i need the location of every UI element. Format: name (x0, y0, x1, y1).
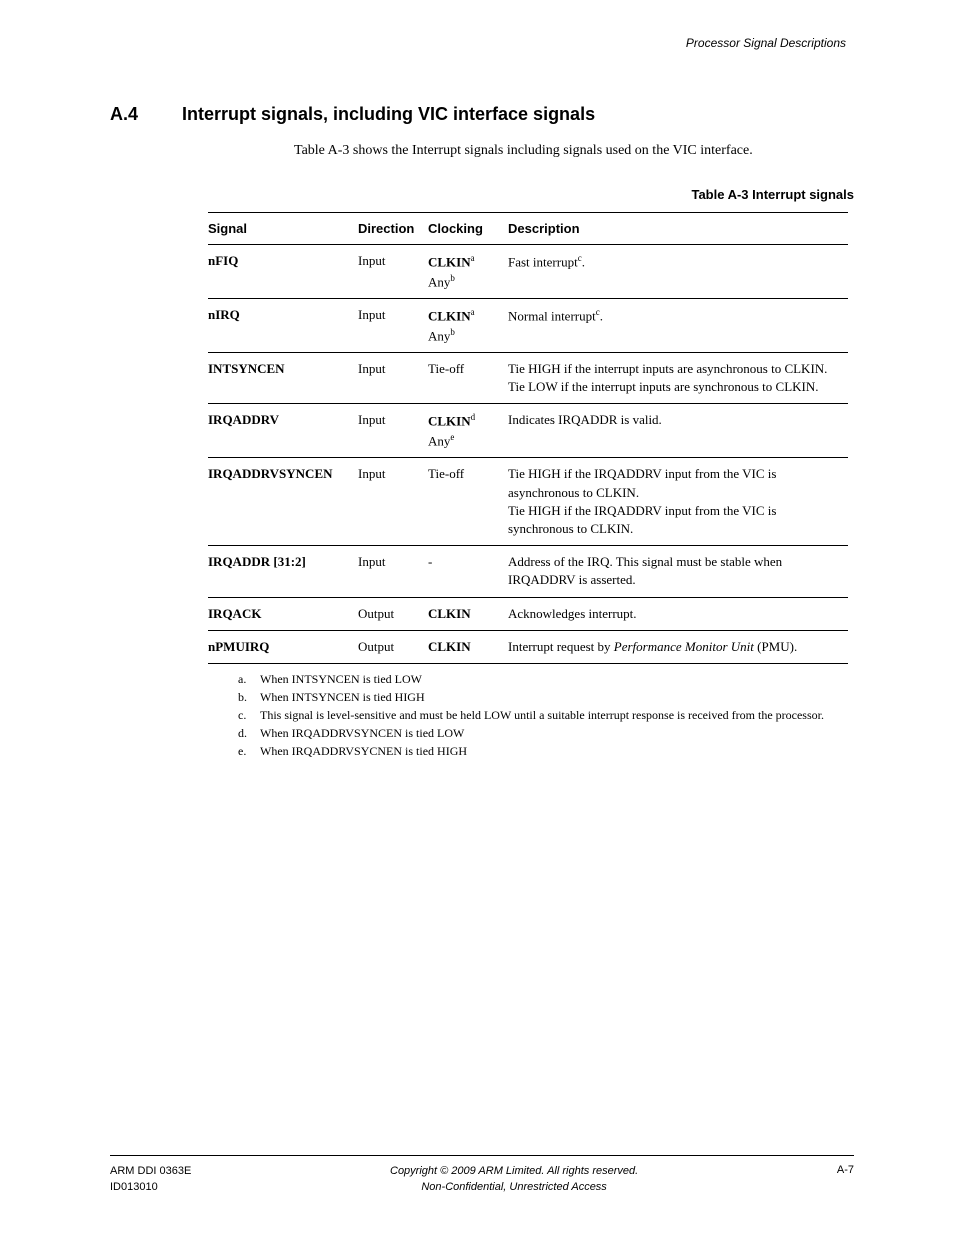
footer-doc-id2: ID013010 (110, 1181, 158, 1193)
table-row: nPMUIRQOutputCLKINInterrupt request by P… (208, 630, 848, 663)
signal-name: nFIQ (208, 245, 358, 299)
signal-name: nPMUIRQ (208, 630, 358, 663)
footnote: b.When INTSYNCEN is tied HIGH (238, 688, 854, 706)
table-footnotes: a.When INTSYNCEN is tied LOWb.When INTSY… (238, 670, 854, 760)
footer-center: Copyright © 2009 ARM Limited. All rights… (390, 1164, 638, 1195)
footnote: a.When INTSYNCEN is tied LOW (238, 670, 854, 688)
footnote-text: This signal is level-sensitive and must … (260, 706, 824, 724)
signal-description: Normal interruptc. (508, 299, 848, 353)
page-footer: ARM DDI 0363E ID013010 Copyright © 2009 … (110, 1155, 854, 1195)
interrupt-signals-table: Signal Direction Clocking Description nF… (208, 212, 848, 664)
footnote-mark: c. (238, 706, 260, 724)
footnote-mark: b. (238, 688, 260, 706)
signal-direction: Input (358, 546, 428, 597)
table-row: nFIQInputCLKINaAnybFast interruptc. (208, 245, 848, 299)
table-header-row: Signal Direction Clocking Description (208, 213, 848, 245)
footer-copyright: Copyright © 2009 ARM Limited. All rights… (390, 1165, 638, 1177)
col-clocking-header: Clocking (428, 213, 508, 245)
table-row: IRQACKOutputCLKINAcknowledges interrupt. (208, 597, 848, 630)
signal-direction: Input (358, 404, 428, 458)
table-row: IRQADDRVSYNCENInputTie-offTie HIGH if th… (208, 458, 848, 546)
signal-clocking: Tie-off (428, 353, 508, 404)
signal-description: Tie HIGH if the IRQADDRV input from the … (508, 458, 848, 546)
footer-left: ARM DDI 0363E ID013010 (110, 1164, 191, 1195)
signal-description: Tie HIGH if the interrupt inputs are asy… (508, 353, 848, 404)
footer-classification: Non-Confidential, Unrestricted Access (421, 1181, 606, 1193)
footnote-text: When INTSYNCEN is tied LOW (260, 670, 422, 688)
signal-clocking: CLKINaAnyb (428, 245, 508, 299)
signal-name: IRQACK (208, 597, 358, 630)
footnote: d.When IRQADDRVSYNCEN is tied LOW (238, 724, 854, 742)
signal-clocking: CLKIN (428, 630, 508, 663)
signal-direction: Input (358, 458, 428, 546)
col-direction-header: Direction (358, 213, 428, 245)
signal-description: Indicates IRQADDR is valid. (508, 404, 848, 458)
signal-description: Fast interruptc. (508, 245, 848, 299)
footnote-mark: a. (238, 670, 260, 688)
section-heading: A.4 Interrupt signals, including VIC int… (110, 104, 854, 125)
intro-paragraph: Table A-3 shows the Interrupt signals in… (294, 143, 854, 159)
signal-direction: Input (358, 353, 428, 404)
table-row: IRQADDR [31:2]Input-Address of the IRQ. … (208, 546, 848, 597)
footnote-text: When INTSYNCEN is tied HIGH (260, 688, 425, 706)
signal-direction: Input (358, 245, 428, 299)
col-signal-header: Signal (208, 213, 358, 245)
signal-name: IRQADDRVSYNCEN (208, 458, 358, 546)
signal-clocking: Tie-off (428, 458, 508, 546)
table-row: INTSYNCENInputTie-offTie HIGH if the int… (208, 353, 848, 404)
section-title: Interrupt signals, including VIC interfa… (182, 104, 595, 125)
signal-name: nIRQ (208, 299, 358, 353)
signal-clocking: CLKINdAnye (428, 404, 508, 458)
table-row: IRQADDRVInputCLKINdAnyeIndicates IRQADDR… (208, 404, 848, 458)
signal-direction: Input (358, 299, 428, 353)
signal-description: Address of the IRQ. This signal must be … (508, 546, 848, 597)
footnote: c.This signal is level-sensitive and mus… (238, 706, 854, 724)
footer-page-number: A-7 (837, 1164, 854, 1176)
table-row: nIRQInputCLKINaAnybNormal interruptc. (208, 299, 848, 353)
section-number: A.4 (110, 104, 182, 125)
footnote-mark: e. (238, 742, 260, 760)
signal-name: INTSYNCEN (208, 353, 358, 404)
col-description-header: Description (508, 213, 848, 245)
footnote-text: When IRQADDRVSYCNEN is tied HIGH (260, 742, 467, 760)
signal-clocking: - (428, 546, 508, 597)
signal-clocking: CLKINaAnyb (428, 299, 508, 353)
signal-direction: Output (358, 597, 428, 630)
footnote-mark: d. (238, 724, 260, 742)
signal-description: Acknowledges interrupt. (508, 597, 848, 630)
signal-description: Interrupt request by Performance Monitor… (508, 630, 848, 663)
signal-name: IRQADDRV (208, 404, 358, 458)
footnote-text: When IRQADDRVSYNCEN is tied LOW (260, 724, 464, 742)
signal-direction: Output (358, 630, 428, 663)
table-caption: Table A-3 Interrupt signals (110, 187, 854, 202)
signal-name: IRQADDR [31:2] (208, 546, 358, 597)
signal-clocking: CLKIN (428, 597, 508, 630)
running-header: Processor Signal Descriptions (110, 36, 854, 50)
footer-doc-id: ARM DDI 0363E (110, 1165, 191, 1177)
footnote: e.When IRQADDRVSYCNEN is tied HIGH (238, 742, 854, 760)
